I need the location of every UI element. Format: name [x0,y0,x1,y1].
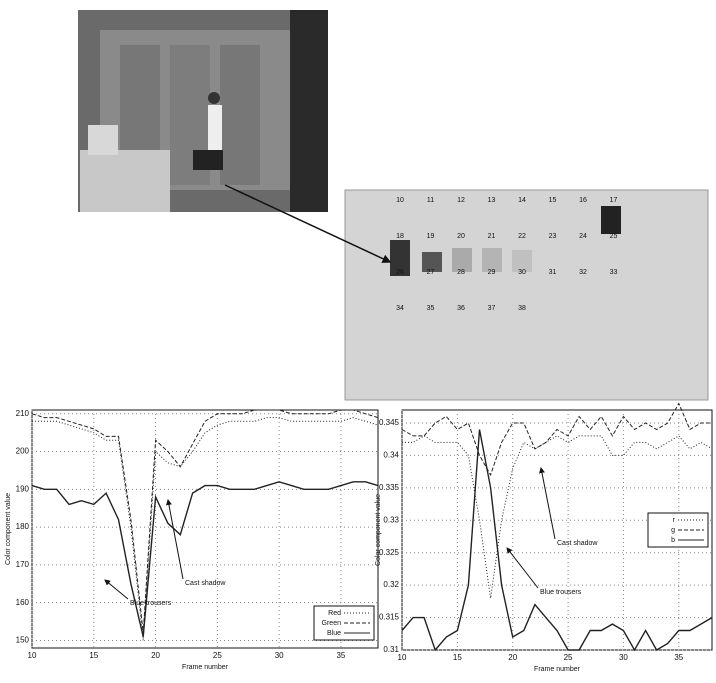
y-tick-label: 160 [16,598,30,607]
annotation: Blue trousers [540,589,582,596]
annotation: Cast shadow [185,580,226,587]
data-line [32,417,379,641]
legend-label: r [673,517,676,524]
patch-label: 32 [579,269,587,276]
patch-label: 17 [610,197,618,204]
annotation-arrow [506,547,539,589]
patch-label: 11 [427,197,434,204]
y-tick-label: 0.32 [383,580,399,589]
plot-frame [31,409,379,649]
legend-label: b [671,537,675,544]
patch-label: 37 [488,305,496,312]
patch-label: 10 [396,197,404,204]
x-tick-label: 20 [151,651,160,660]
y-tick-label: 150 [16,636,30,645]
x-tick-label: 35 [674,653,683,662]
patch-label: 30 [518,269,526,276]
patch-label: 15 [549,197,557,204]
data-line [31,409,379,633]
x-tick-label: 30 [619,653,628,662]
x-tick-label: 30 [275,651,284,660]
data-line [31,481,379,637]
data-line [401,429,713,652]
x-tick-label: 20 [508,653,517,662]
x-tick-label: 10 [28,651,37,660]
y-tick-label: 190 [16,484,30,493]
patch-label: 19 [427,233,435,240]
patch-label: 14 [518,197,526,204]
annotation-arrow [539,467,556,540]
annotation-arrow [104,579,129,600]
x-tick-label: 15 [453,653,462,662]
patch-panel [344,189,709,401]
x-tick-label: 10 [398,653,407,662]
patch-label: 27 [427,269,435,276]
patch-label: 18 [396,233,404,240]
x-axis-label: Frame number [182,664,229,671]
patch-label: 22 [518,233,526,240]
patch-label: 35 [427,305,435,312]
patch-label: 23 [549,233,557,240]
x-tick-label: 25 [564,653,573,662]
y-tick-label: 0.335 [379,483,400,492]
y-tick-label: 0.33 [383,515,399,524]
y-axis-label: Color component value [375,494,382,566]
photo [78,10,328,212]
patch-label: 12 [457,197,465,204]
y-tick-label: 200 [16,447,30,456]
y-tick-label: 0.345 [379,418,400,427]
x-tick-label: 35 [336,651,345,660]
y-axis-label: Color component value [5,493,12,565]
patch-label: 21 [488,233,496,240]
legend-label: Green [322,620,342,627]
legend-label: Blue [327,630,341,637]
legend-label: Red [328,610,341,617]
x-axis-label: Frame number [534,666,581,673]
x-tick-label: 25 [213,651,222,660]
y-tick-label: 0.315 [379,613,400,622]
patch-label: 13 [488,197,496,204]
patch-label: 33 [610,269,618,276]
patch-label: 24 [579,233,587,240]
patch-label: 36 [457,305,465,312]
x-tick-label: 15 [89,651,98,660]
annotation-arrow [165,499,184,580]
annotation: Blue trousers [130,600,172,607]
y-tick-label: 180 [16,522,30,531]
y-tick-label: 170 [16,560,30,569]
patch-label: 20 [457,233,465,240]
patch-label: 38 [518,305,526,312]
patch-label: 25 [610,233,618,240]
annotation: Cast shadow [557,540,598,547]
patch-label: 34 [396,305,404,312]
patch-label: 29 [488,269,496,276]
patch-label: 28 [457,269,465,276]
patch-label: 16 [579,197,587,204]
legend-label: g [671,527,675,534]
patch-label: 31 [549,269,557,276]
y-tick-label: 0.325 [379,548,400,557]
pointer-arrow [224,184,392,263]
y-tick-label: 0.34 [383,451,399,460]
patch-label: 26 [396,269,404,276]
y-tick-label: 210 [16,409,30,418]
y-tick-label: 0.31 [383,645,399,654]
data-line [401,402,712,477]
